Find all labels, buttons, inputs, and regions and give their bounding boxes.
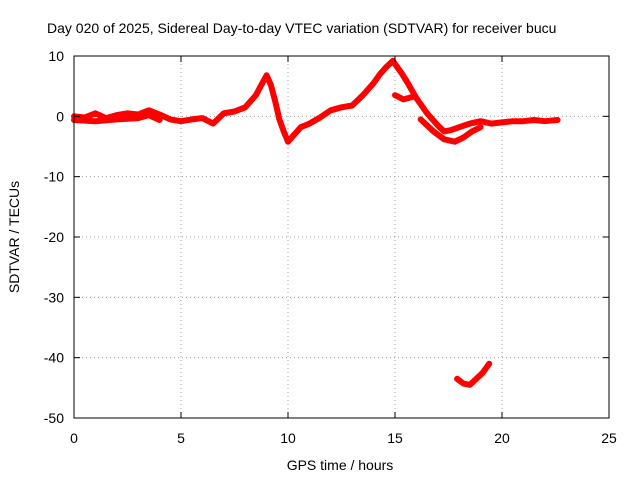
data-point — [157, 112, 163, 117]
data-point — [435, 122, 441, 128]
data-point — [394, 64, 400, 70]
data-point — [135, 115, 141, 121]
data-point — [92, 118, 98, 124]
data-point — [488, 121, 494, 127]
data-point — [392, 92, 398, 98]
data-point — [473, 376, 479, 382]
x-tick-label: 15 — [387, 430, 403, 446]
data-point — [452, 139, 458, 145]
x-axis-label: GPS time / hours — [287, 457, 394, 473]
x-tick-label: 25 — [601, 430, 617, 446]
data-point — [268, 82, 274, 88]
data-point — [146, 107, 152, 113]
data-point — [167, 116, 173, 122]
data-point — [401, 96, 407, 102]
series-layer — [71, 57, 561, 388]
y-axis-label: SDTVAR / TECUs — [6, 181, 22, 293]
data-point — [291, 131, 297, 137]
x-tick-label: 5 — [177, 430, 185, 446]
data-point — [298, 124, 304, 130]
data-point — [253, 92, 259, 98]
data-point — [431, 128, 436, 134]
chart-title: Day 020 of 2025, Sidereal Day-to-day VTE… — [47, 20, 556, 36]
y-tick-label: -30 — [44, 289, 64, 305]
data-point — [339, 104, 344, 110]
data-point — [371, 80, 377, 86]
y-tick-label: 0 — [56, 108, 64, 124]
data-point — [520, 118, 526, 124]
data-point — [480, 370, 486, 376]
data-point — [199, 115, 205, 121]
data-point — [405, 80, 411, 86]
data-point — [467, 382, 473, 388]
y-tick-label: -50 — [44, 410, 64, 426]
data-point — [242, 104, 248, 110]
x-tick-label: 0 — [70, 430, 78, 446]
data-point — [377, 71, 383, 77]
data-point — [441, 128, 447, 134]
data-point — [461, 381, 466, 387]
data-point — [189, 116, 195, 122]
data-point — [383, 64, 389, 70]
data-point — [317, 115, 323, 120]
data-point — [276, 116, 282, 122]
x-tick-label: 20 — [494, 430, 510, 446]
data-point — [92, 110, 98, 116]
data-point — [360, 92, 366, 98]
y-tick-label: -40 — [44, 350, 64, 366]
data-point — [461, 134, 466, 140]
grid-layer — [74, 56, 609, 418]
data-point — [398, 70, 404, 76]
data-point — [281, 128, 287, 134]
data-point — [424, 110, 430, 116]
data-point — [232, 109, 237, 114]
data-point — [456, 124, 462, 130]
data-point — [499, 119, 505, 125]
tick-layer: 0 5 10 15 20 25 -50 -40 -30 -20 -10 0 10 — [44, 48, 617, 446]
y-tick-label: -20 — [44, 229, 64, 245]
data-point — [418, 116, 424, 122]
data-point — [157, 117, 163, 123]
x-tick-label: 10 — [280, 430, 296, 446]
data-point — [125, 110, 130, 116]
data-point — [467, 121, 473, 127]
data-point — [221, 110, 227, 116]
y-tick-label: 10 — [48, 48, 64, 64]
data-point — [390, 58, 396, 64]
y-tick-label: -10 — [44, 169, 64, 185]
data-point — [264, 72, 270, 78]
data-point — [486, 361, 492, 367]
data-point — [469, 128, 475, 134]
data-point — [210, 121, 216, 127]
data-point — [306, 121, 312, 127]
data-point — [555, 117, 561, 123]
data-point — [478, 124, 484, 130]
data-point — [146, 112, 152, 118]
data-point — [178, 118, 184, 124]
data-point — [272, 98, 278, 104]
data-point — [285, 139, 291, 145]
data-point — [441, 136, 447, 142]
data-point — [114, 116, 120, 122]
data-point — [409, 94, 415, 100]
data-point — [478, 118, 484, 124]
data-point — [542, 118, 548, 124]
data-point — [413, 95, 419, 101]
data-point — [349, 103, 355, 108]
data-point — [259, 80, 265, 86]
data-point — [448, 127, 454, 133]
data-point — [531, 117, 537, 123]
data-point — [328, 107, 334, 113]
data-point — [454, 376, 460, 382]
data-point — [510, 118, 516, 124]
